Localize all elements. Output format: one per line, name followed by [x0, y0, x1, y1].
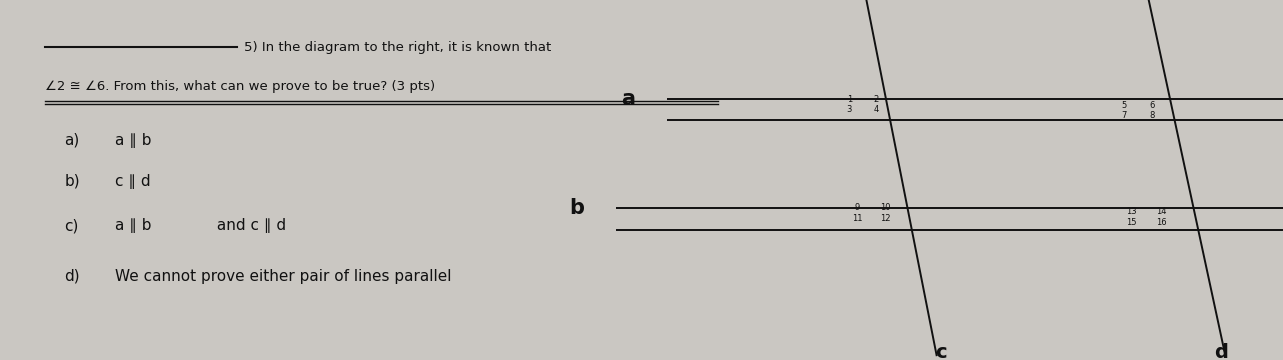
Text: 7: 7 [1121, 111, 1126, 120]
Text: and c ∥ d: and c ∥ d [212, 218, 286, 233]
Text: d): d) [64, 269, 80, 284]
Text: d: d [1215, 343, 1228, 360]
Text: 6: 6 [1150, 101, 1155, 110]
Text: 14: 14 [1156, 207, 1166, 216]
Text: c): c) [64, 218, 78, 233]
Text: 8: 8 [1150, 111, 1155, 120]
Text: b: b [568, 198, 584, 218]
Text: a: a [621, 89, 635, 109]
Text: 10: 10 [880, 203, 890, 212]
Text: c ∥ d: c ∥ d [115, 174, 151, 189]
Text: 4: 4 [874, 105, 879, 114]
Text: 5: 5 [1121, 101, 1126, 110]
Text: a): a) [64, 133, 80, 148]
Text: 15: 15 [1126, 218, 1137, 227]
Text: 3: 3 [847, 105, 852, 114]
Text: b): b) [64, 174, 80, 189]
Text: a ∥ b: a ∥ b [115, 218, 151, 233]
Text: 11: 11 [852, 214, 862, 223]
Text: 9: 9 [854, 203, 860, 212]
Text: 16: 16 [1156, 218, 1166, 227]
Text: 5) In the diagram to the right, it is known that: 5) In the diagram to the right, it is kn… [244, 41, 550, 54]
Text: We cannot prove either pair of lines parallel: We cannot prove either pair of lines par… [115, 269, 452, 284]
Text: 2: 2 [874, 95, 879, 104]
Text: 1: 1 [847, 95, 852, 104]
Text: 13: 13 [1126, 207, 1137, 216]
Text: c: c [934, 343, 947, 360]
Text: a ∥ b: a ∥ b [115, 133, 151, 148]
Text: ∠2 ≅ ∠6. From this, what can we prove to be true? (3 pts): ∠2 ≅ ∠6. From this, what can we prove to… [45, 80, 435, 93]
Text: 12: 12 [880, 214, 890, 223]
